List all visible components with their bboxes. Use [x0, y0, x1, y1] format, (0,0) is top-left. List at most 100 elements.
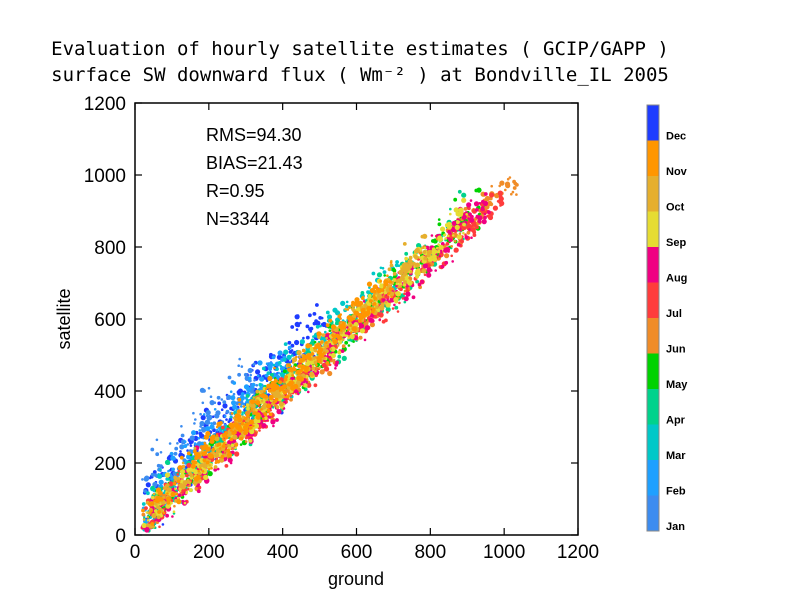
scatter-point [392, 272, 397, 276]
scatter-point [370, 309, 375, 314]
scatter-point [469, 217, 475, 223]
chart-title-line2: surface SW downward flux ( Wm⁻² ) at Bon… [51, 64, 669, 86]
stats-box: RMS=94.30 BIAS=21.43 R=0.95 N=3344 [206, 125, 303, 229]
scatter-point [244, 436, 248, 440]
scatter-point [302, 374, 307, 379]
scatter-point [211, 447, 216, 452]
scatter-point [277, 361, 282, 365]
scatter-point [402, 272, 407, 277]
scatter-point [453, 247, 459, 253]
scatter-point [309, 326, 314, 331]
scatter-point [150, 501, 155, 506]
scatter-point [266, 383, 272, 389]
scatter-point [224, 431, 229, 435]
scatter-point [276, 401, 280, 404]
scatter-point [497, 190, 503, 196]
scatter-point [224, 464, 229, 468]
scatter-point [218, 457, 225, 463]
scatter-point [366, 305, 372, 311]
scatter-point [200, 441, 204, 445]
scatter-point [454, 224, 460, 230]
scatter-point [325, 341, 328, 345]
x-tick-label: 400 [267, 542, 299, 563]
scatter-point [482, 200, 489, 207]
scatter-point [423, 246, 427, 250]
scatter-point [368, 286, 371, 289]
scatter-point [389, 261, 393, 264]
scatter-point [349, 334, 355, 340]
scatter-point [243, 372, 248, 377]
scatter-point [237, 397, 242, 402]
stat-line: RMS=94.30 [206, 125, 302, 145]
scatter-point [307, 390, 310, 394]
scatter-point [232, 416, 236, 420]
scatter-point [296, 350, 302, 356]
scatter-point [191, 430, 197, 436]
scatter-point [237, 409, 242, 414]
scatter-point [266, 408, 271, 413]
scatter-point [267, 375, 273, 382]
scatter-point [182, 480, 188, 486]
scatter-point [271, 355, 276, 360]
scatter-point [426, 253, 431, 258]
scatter-point [214, 436, 220, 442]
scatter-point [266, 401, 269, 404]
scatter-point [184, 444, 188, 447]
scatter-point [201, 401, 205, 405]
colorbar-swatch-feb [647, 460, 659, 496]
scatter-point [328, 356, 333, 361]
scatter-point [205, 436, 208, 439]
scatter-point [238, 429, 243, 433]
scatter-point [403, 292, 406, 296]
scatter-point [483, 192, 488, 196]
scatter-point [186, 451, 191, 456]
scatter-point [270, 419, 276, 425]
scatter-point [141, 512, 146, 517]
scatter-point [349, 331, 353, 334]
scatter-point [339, 329, 343, 332]
scatter-point [158, 479, 164, 485]
scatter-point [307, 380, 311, 384]
scatter-point [313, 360, 318, 365]
scatter-point [215, 428, 219, 432]
scatter-point [430, 234, 434, 237]
scatter-point [390, 295, 394, 299]
scatter-point [298, 355, 301, 359]
scatter-point [464, 235, 469, 240]
scatter-point [176, 473, 179, 476]
scatter-point [179, 473, 185, 479]
scatter-point [146, 519, 150, 522]
scatter-point [341, 355, 347, 361]
scatter-point [332, 307, 338, 313]
y-tick-label: 200 [94, 454, 126, 475]
scatter-point [207, 386, 211, 390]
scatter-point [229, 437, 234, 442]
scatter-point [264, 394, 269, 399]
x-tick-label: 600 [341, 542, 373, 563]
scatter-point [216, 421, 222, 427]
scatter-point [364, 325, 370, 331]
scatter-point [378, 312, 384, 318]
scatter-point [470, 236, 473, 239]
scatter-point [376, 272, 383, 278]
scatter-point [173, 504, 176, 508]
scatter-point [222, 442, 226, 445]
x-tick-label: 800 [414, 542, 446, 563]
scatter-point [278, 380, 282, 385]
scatter-point [234, 451, 240, 457]
scatter-point [223, 415, 227, 418]
scatter-point [305, 361, 311, 367]
scatter-point [231, 400, 237, 406]
scatter-point [283, 342, 288, 346]
scatter-point [405, 265, 411, 272]
scatter-point [341, 321, 346, 326]
scatter-point [142, 518, 146, 521]
scatter-point [473, 201, 480, 207]
scatter-point [223, 454, 227, 458]
scatter-point [468, 228, 471, 231]
scatter-point [193, 446, 197, 450]
scatter-point [308, 313, 312, 318]
colorbar-swatch-dec [647, 105, 659, 141]
scatter-point [381, 302, 385, 306]
scatter-point [451, 220, 457, 226]
